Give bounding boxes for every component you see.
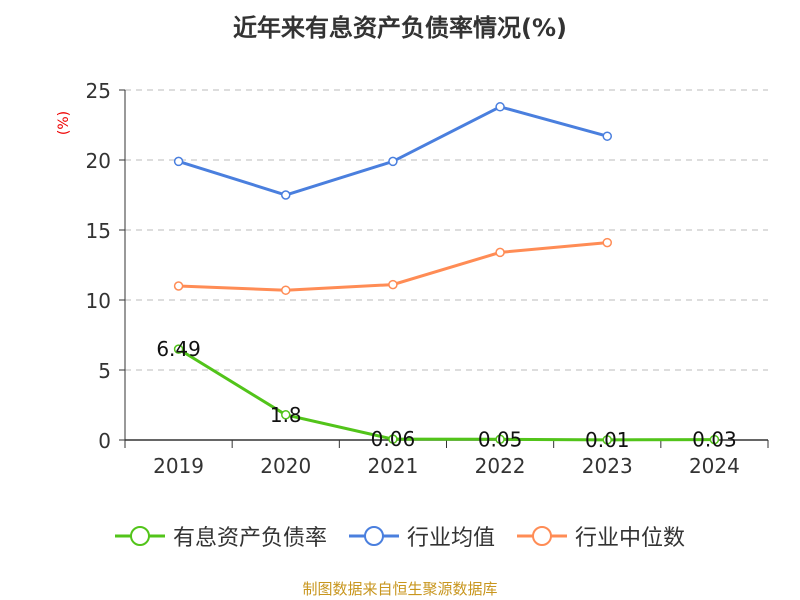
data-point [495, 434, 505, 445]
x-tick-label: 2021 [367, 454, 418, 478]
data-point [173, 344, 184, 354]
data-point [495, 102, 505, 112]
data-point [709, 434, 720, 445]
series-line [178, 105, 608, 197]
data-source: 制图数据来自恒生聚源数据库 [302, 580, 498, 598]
legend: 有息资产负债率 行业均值 行业中位数 [0, 520, 800, 552]
data-label: 0.05 [478, 427, 523, 451]
legend-label: 有息资产负债率 [172, 526, 327, 551]
data-point [281, 410, 291, 420]
legend-item[interactable]: 有息资产负债率 [114, 520, 327, 552]
data-label: 0.01 [585, 428, 630, 452]
data-point [602, 435, 612, 445]
series-line [177, 347, 715, 442]
data-point [602, 131, 612, 141]
data-point [388, 434, 398, 444]
y-tick-label: 5 [98, 359, 111, 383]
legend-marker-icon [348, 526, 399, 546]
data-point [495, 247, 505, 258]
data-point [388, 156, 398, 167]
data-label: 0.06 [371, 427, 416, 451]
legend-label: 行业中位数 [575, 526, 686, 551]
chart-title: 近年来有息资产负债率情况(%) [233, 14, 567, 42]
x-tick-label: 2023 [582, 454, 633, 478]
data-point [281, 190, 291, 200]
x-tick-label: 2019 [153, 454, 204, 478]
x-tick-label: 2024 [689, 454, 740, 478]
data-label: 0.03 [692, 428, 737, 452]
data-label: 1.8 [270, 403, 302, 427]
y-tick-label: 15 [86, 219, 111, 243]
data-point [388, 279, 398, 290]
data-point [602, 237, 612, 248]
data-point [281, 285, 291, 295]
y-tick-label: 25 [86, 79, 111, 103]
legend-marker-icon [517, 526, 567, 546]
y-tick-label: 20 [86, 149, 111, 173]
legend-item[interactable]: 行业中位数 [517, 520, 685, 552]
data-point [173, 281, 184, 291]
y-tick-label: 0 [98, 429, 111, 453]
data-point [173, 156, 184, 167]
legend-item[interactable]: 行业均值 [348, 520, 495, 552]
legend-label: 行业均值 [406, 526, 495, 551]
x-tick-label: 2022 [475, 454, 526, 478]
y-tick-label: 10 [86, 289, 111, 313]
legend-marker-icon [114, 526, 165, 546]
data-label: 6.49 [156, 337, 201, 361]
x-tick-label: 2020 [260, 454, 311, 478]
